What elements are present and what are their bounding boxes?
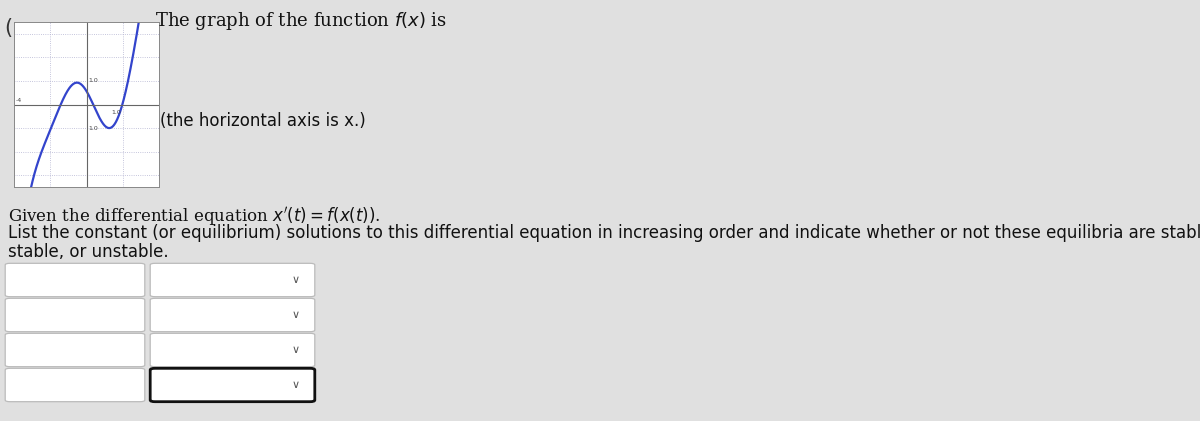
Text: 1.0: 1.0 [88,125,97,131]
Text: ∨: ∨ [292,380,300,390]
Text: ∨: ∨ [292,345,300,355]
Text: stable, or unstable.: stable, or unstable. [8,243,169,261]
Text: 1.0: 1.0 [88,78,97,83]
Text: The graph of the function $f(x)$ is: The graph of the function $f(x)$ is [155,10,446,32]
Text: (: ( [4,18,12,38]
Text: List the constant (or equilibrium) solutions to this differential equation in in: List the constant (or equilibrium) solut… [8,224,1200,242]
Text: -4: -4 [16,98,22,103]
Text: (the horizontal axis is x.): (the horizontal axis is x.) [160,112,366,130]
Text: ∨: ∨ [292,310,300,320]
Text: 1.0: 1.0 [112,110,121,115]
Text: ∨: ∨ [292,275,300,285]
Text: Given the differential equation $x'(t) = f(x(t))$.: Given the differential equation $x'(t) =… [8,205,380,228]
